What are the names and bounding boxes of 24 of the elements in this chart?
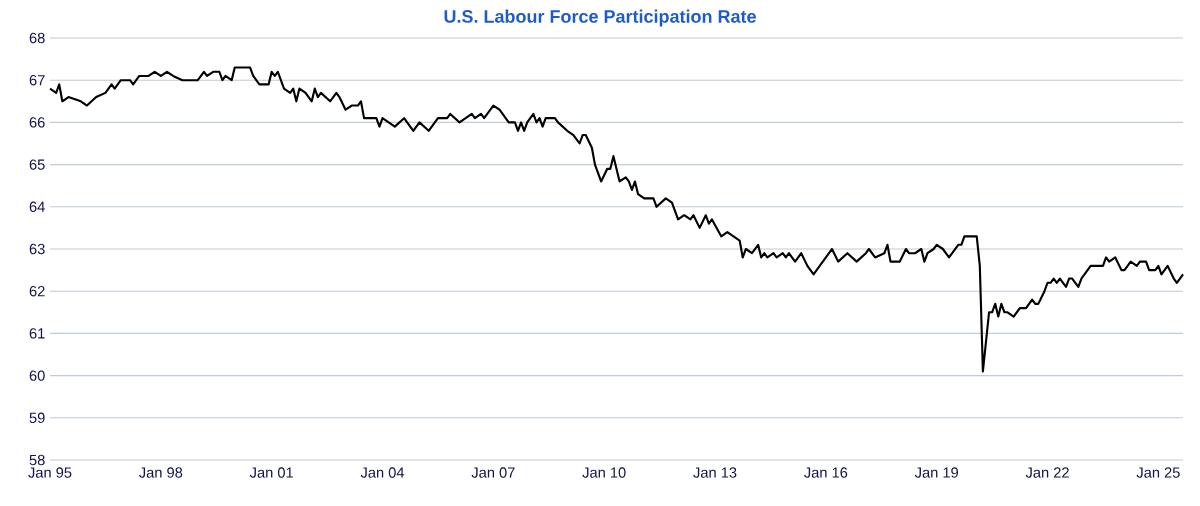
y-tick-label: 66 bbox=[29, 117, 45, 128]
y-tick-label: 64 bbox=[29, 201, 45, 212]
x-tick-label: Jan 95 bbox=[28, 467, 72, 478]
line-series bbox=[48, 66, 1185, 373]
y-tick-label: 58 bbox=[29, 454, 45, 466]
x-tick-label: Jan 13 bbox=[693, 467, 737, 478]
x-tick-label: Jan 98 bbox=[139, 467, 183, 478]
y-tick-label: 62 bbox=[29, 286, 45, 297]
x-tick-label: Jan 10 bbox=[582, 467, 626, 478]
x-tick-label: Jan 16 bbox=[804, 467, 848, 478]
x-tick-label: Jan 22 bbox=[1025, 467, 1069, 478]
y-tick-label: 67 bbox=[29, 74, 45, 86]
y-tick-label: 68 bbox=[29, 32, 45, 44]
y-tick-label: 65 bbox=[29, 159, 45, 170]
y-tick-label: 59 bbox=[29, 412, 45, 423]
x-tick-label: Jan 07 bbox=[471, 467, 515, 478]
x-tick-label: Jan 25 bbox=[1136, 467, 1180, 478]
x-tick-label: Jan 01 bbox=[249, 467, 293, 478]
x-tick-label: Jan 19 bbox=[914, 467, 959, 478]
y-tick-label: 60 bbox=[29, 370, 45, 381]
y-tick-label: 63 bbox=[29, 243, 45, 255]
y-tick-label: 61 bbox=[29, 328, 45, 339]
x-tick-label: Jan 04 bbox=[360, 467, 405, 478]
chart-title: U.S. Labour Force Participation Rate bbox=[444, 9, 756, 27]
